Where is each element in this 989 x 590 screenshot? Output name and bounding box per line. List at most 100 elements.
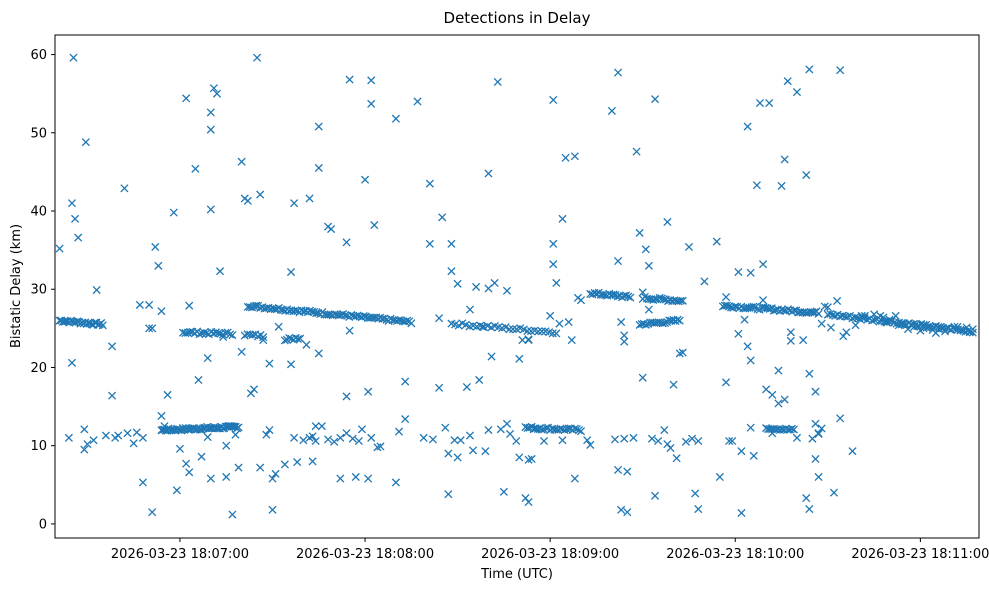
data-point xyxy=(290,199,299,208)
data-point xyxy=(691,489,700,498)
data-point xyxy=(826,323,835,332)
data-point xyxy=(829,488,839,497)
data-point xyxy=(694,504,703,514)
data-point xyxy=(635,228,644,237)
data-point xyxy=(206,474,215,483)
data-point xyxy=(80,425,89,434)
data-point xyxy=(909,319,918,328)
data-point xyxy=(870,315,879,324)
y-tick-label: 60 xyxy=(30,48,47,63)
data-point xyxy=(157,307,166,316)
data-point xyxy=(191,164,200,173)
data-point xyxy=(359,311,368,321)
data-point xyxy=(499,487,508,496)
data-point xyxy=(654,436,663,446)
data-point xyxy=(558,214,567,223)
data-point xyxy=(221,328,230,337)
data-point xyxy=(286,360,296,369)
data-point xyxy=(561,153,570,162)
data-point xyxy=(678,296,687,305)
data-point xyxy=(194,375,203,385)
data-point xyxy=(700,277,709,286)
data-point xyxy=(265,425,274,435)
data-point xyxy=(737,508,746,518)
data-point xyxy=(129,439,138,448)
data-point xyxy=(851,321,860,330)
data-point xyxy=(802,170,811,180)
data-point xyxy=(560,426,569,435)
data-point xyxy=(465,305,475,314)
data-point xyxy=(746,268,755,277)
data-point xyxy=(617,318,626,327)
data-point xyxy=(678,348,687,357)
data-point xyxy=(290,433,299,442)
data-point xyxy=(743,122,752,131)
data-point xyxy=(92,285,101,295)
data-point xyxy=(820,302,829,311)
data-point xyxy=(746,356,755,365)
data-point xyxy=(248,330,257,339)
data-point xyxy=(182,94,191,103)
data-point xyxy=(484,169,493,178)
data-point xyxy=(552,329,561,338)
data-point xyxy=(444,449,453,458)
data-point xyxy=(843,312,852,321)
data-point xyxy=(868,316,877,325)
data-point xyxy=(963,326,972,336)
y-tick-label: 0 xyxy=(39,517,47,532)
data-point xyxy=(185,301,194,310)
data-point xyxy=(622,291,631,300)
data-point xyxy=(515,453,524,462)
data-point xyxy=(154,261,163,270)
data-point xyxy=(202,329,211,338)
x-axis-title: Time (UTC) xyxy=(480,567,553,582)
data-point xyxy=(345,326,354,335)
data-point xyxy=(453,453,462,462)
data-point xyxy=(293,458,302,467)
data-point xyxy=(805,369,814,378)
data-point xyxy=(792,433,802,442)
data-point xyxy=(780,155,789,164)
data-point xyxy=(206,108,215,117)
data-point xyxy=(613,257,623,266)
data-point xyxy=(789,425,798,434)
data-point xyxy=(583,436,592,445)
x-tick-label: 2026-03-23 18:09:00 xyxy=(481,547,619,562)
data-point xyxy=(613,465,623,475)
data-point xyxy=(364,474,373,483)
data-point xyxy=(755,98,765,108)
data-point xyxy=(966,327,975,336)
data-point xyxy=(833,296,842,306)
data-point xyxy=(632,147,641,156)
data-point xyxy=(296,334,305,343)
data-point xyxy=(294,334,303,344)
data-point xyxy=(672,454,681,463)
data-point xyxy=(83,440,92,449)
x-axis-ticks: 2026-03-23 18:07:00 2026-03-23 18:08:00 20… xyxy=(111,538,989,562)
data-point xyxy=(336,433,345,442)
data-point xyxy=(364,387,373,396)
data-point xyxy=(157,411,166,421)
data-point xyxy=(353,311,362,320)
data-point xyxy=(675,316,684,325)
data-point xyxy=(786,328,795,337)
data-point xyxy=(401,377,410,386)
data-point xyxy=(222,441,231,450)
data-point xyxy=(280,460,289,469)
data-point xyxy=(722,301,732,310)
data-point xyxy=(758,260,768,269)
data-point xyxy=(74,233,83,242)
data-point xyxy=(148,508,157,517)
data-point xyxy=(620,434,629,443)
data-point xyxy=(941,324,950,333)
data-point xyxy=(70,214,80,223)
data-point xyxy=(342,238,351,247)
data-point xyxy=(114,431,123,440)
data-point xyxy=(570,474,579,483)
data-point xyxy=(567,336,576,345)
data-point xyxy=(882,318,891,327)
data-point xyxy=(752,181,761,190)
data-point xyxy=(610,435,620,444)
data-point xyxy=(249,385,259,394)
